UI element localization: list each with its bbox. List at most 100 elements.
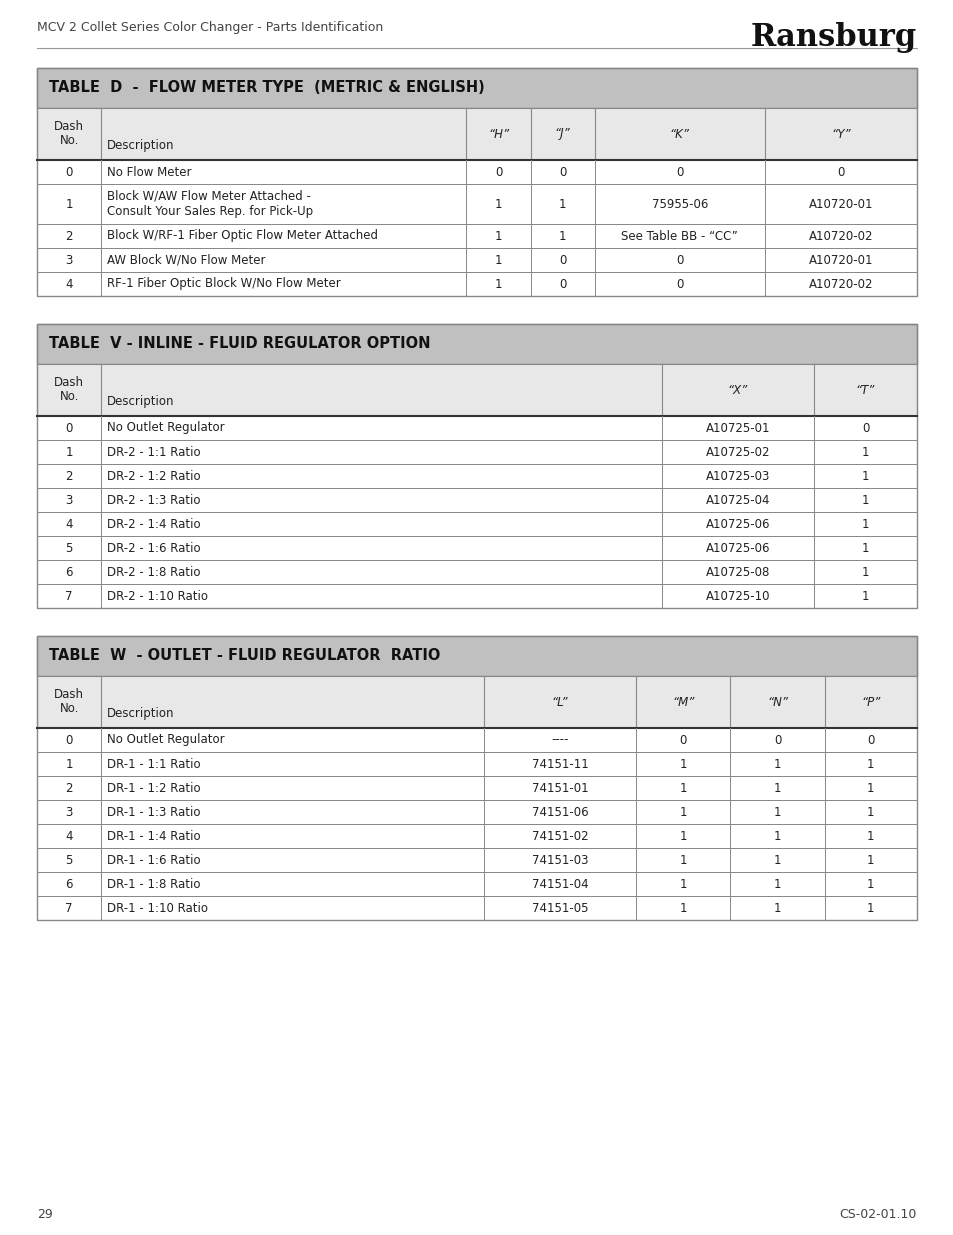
Text: 2: 2 bbox=[66, 782, 72, 794]
Text: A10725-08: A10725-08 bbox=[705, 566, 769, 578]
Text: 1: 1 bbox=[773, 805, 781, 819]
Text: 0: 0 bbox=[676, 278, 682, 290]
Text: A10725-02: A10725-02 bbox=[705, 446, 769, 458]
Bar bbox=[37, 248, 916, 272]
Text: Block W/RF-1 Fiber Optic Flow Meter Attached: Block W/RF-1 Fiber Optic Flow Meter Atta… bbox=[107, 230, 377, 242]
Text: DR-2 - 1:1 Ratio: DR-2 - 1:1 Ratio bbox=[107, 446, 201, 458]
Text: Description: Description bbox=[107, 706, 174, 720]
Text: 1: 1 bbox=[866, 757, 874, 771]
Text: 1: 1 bbox=[495, 278, 502, 290]
Bar bbox=[37, 161, 916, 184]
Bar bbox=[37, 68, 916, 296]
Text: A10720-02: A10720-02 bbox=[808, 230, 872, 242]
Text: Block W/AW Flow Meter Attached -: Block W/AW Flow Meter Attached - bbox=[107, 189, 311, 203]
Bar bbox=[37, 676, 916, 727]
Bar bbox=[37, 440, 916, 464]
Bar bbox=[37, 800, 916, 824]
Bar bbox=[37, 68, 916, 107]
Text: 1: 1 bbox=[495, 253, 502, 267]
Text: Dash: Dash bbox=[54, 377, 84, 389]
Text: 4: 4 bbox=[66, 517, 72, 531]
Text: 0: 0 bbox=[66, 421, 72, 435]
Bar bbox=[37, 727, 916, 752]
Text: TABLE  V - INLINE - FLUID REGULATOR OPTION: TABLE V - INLINE - FLUID REGULATOR OPTIO… bbox=[49, 336, 430, 352]
Text: 1: 1 bbox=[861, 446, 868, 458]
Text: A10720-02: A10720-02 bbox=[808, 278, 872, 290]
Text: “P”: “P” bbox=[861, 695, 880, 709]
Text: 1: 1 bbox=[773, 902, 781, 914]
Text: “X”: “X” bbox=[727, 384, 747, 396]
Text: 0: 0 bbox=[837, 165, 843, 179]
Text: 7: 7 bbox=[66, 589, 72, 603]
Text: “N”: “N” bbox=[766, 695, 787, 709]
Text: A10725-04: A10725-04 bbox=[705, 494, 769, 506]
Text: A10725-01: A10725-01 bbox=[705, 421, 769, 435]
Text: 1: 1 bbox=[679, 830, 686, 842]
Text: 0: 0 bbox=[679, 734, 686, 746]
Text: 4: 4 bbox=[66, 278, 72, 290]
Text: DR-2 - 1:10 Ratio: DR-2 - 1:10 Ratio bbox=[107, 589, 208, 603]
Bar bbox=[37, 559, 916, 584]
Text: DR-2 - 1:6 Ratio: DR-2 - 1:6 Ratio bbox=[107, 541, 201, 555]
Text: 1: 1 bbox=[773, 853, 781, 867]
Text: DR-1 - 1:1 Ratio: DR-1 - 1:1 Ratio bbox=[107, 757, 201, 771]
Text: TABLE  W  - OUTLET - FLUID REGULATOR  RATIO: TABLE W - OUTLET - FLUID REGULATOR RATIO bbox=[49, 648, 440, 663]
Text: 1: 1 bbox=[866, 878, 874, 890]
Text: MCV 2 Collet Series Color Changer - Parts Identification: MCV 2 Collet Series Color Changer - Part… bbox=[37, 21, 383, 35]
Text: DR-1 - 1:10 Ratio: DR-1 - 1:10 Ratio bbox=[107, 902, 208, 914]
Text: A10720-01: A10720-01 bbox=[808, 253, 872, 267]
Bar bbox=[37, 324, 916, 608]
Text: 1: 1 bbox=[679, 853, 686, 867]
Text: 1: 1 bbox=[866, 805, 874, 819]
Text: DR-2 - 1:4 Ratio: DR-2 - 1:4 Ratio bbox=[107, 517, 201, 531]
Text: No Outlet Regulator: No Outlet Regulator bbox=[107, 734, 225, 746]
Bar bbox=[37, 272, 916, 296]
Text: 74151-04: 74151-04 bbox=[531, 878, 588, 890]
Text: 1: 1 bbox=[679, 782, 686, 794]
Text: AW Block W/No Flow Meter: AW Block W/No Flow Meter bbox=[107, 253, 266, 267]
Text: No.: No. bbox=[59, 135, 79, 147]
Text: 0: 0 bbox=[66, 734, 72, 746]
Bar bbox=[37, 752, 916, 776]
Bar bbox=[37, 584, 916, 608]
Text: 1: 1 bbox=[861, 469, 868, 483]
Text: 1: 1 bbox=[495, 198, 502, 210]
Text: ----: ---- bbox=[551, 734, 568, 746]
Text: 1: 1 bbox=[679, 757, 686, 771]
Bar bbox=[37, 416, 916, 440]
Text: 3: 3 bbox=[66, 253, 72, 267]
Text: 74151-11: 74151-11 bbox=[531, 757, 588, 771]
Text: 1: 1 bbox=[773, 757, 781, 771]
Text: DR-1 - 1:2 Ratio: DR-1 - 1:2 Ratio bbox=[107, 782, 201, 794]
Text: 1: 1 bbox=[679, 902, 686, 914]
Text: 29: 29 bbox=[37, 1209, 52, 1221]
Text: A10725-10: A10725-10 bbox=[705, 589, 769, 603]
Text: DR-2 - 1:3 Ratio: DR-2 - 1:3 Ratio bbox=[107, 494, 200, 506]
Bar bbox=[37, 364, 916, 416]
Text: DR-1 - 1:3 Ratio: DR-1 - 1:3 Ratio bbox=[107, 805, 200, 819]
Text: 1: 1 bbox=[861, 517, 868, 531]
Bar bbox=[37, 848, 916, 872]
Text: Description: Description bbox=[107, 140, 174, 152]
Text: 1: 1 bbox=[679, 805, 686, 819]
Text: 5: 5 bbox=[66, 853, 72, 867]
Text: 1: 1 bbox=[773, 878, 781, 890]
Text: DR-2 - 1:2 Ratio: DR-2 - 1:2 Ratio bbox=[107, 469, 201, 483]
Text: A10725-06: A10725-06 bbox=[705, 517, 769, 531]
Text: 74151-05: 74151-05 bbox=[532, 902, 588, 914]
Bar bbox=[37, 513, 916, 536]
Bar bbox=[37, 224, 916, 248]
Text: 74151-03: 74151-03 bbox=[532, 853, 588, 867]
Text: 1: 1 bbox=[861, 541, 868, 555]
Text: DR-1 - 1:6 Ratio: DR-1 - 1:6 Ratio bbox=[107, 853, 201, 867]
Bar bbox=[37, 184, 916, 224]
Text: 1: 1 bbox=[773, 782, 781, 794]
Bar bbox=[37, 488, 916, 513]
Text: A10725-03: A10725-03 bbox=[705, 469, 769, 483]
Text: “K”: “K” bbox=[669, 127, 689, 141]
Text: “L”: “L” bbox=[551, 695, 568, 709]
Text: DR-1 - 1:4 Ratio: DR-1 - 1:4 Ratio bbox=[107, 830, 201, 842]
Bar bbox=[37, 107, 916, 161]
Text: RF-1 Fiber Optic Block W/No Flow Meter: RF-1 Fiber Optic Block W/No Flow Meter bbox=[107, 278, 340, 290]
Text: 1: 1 bbox=[679, 878, 686, 890]
